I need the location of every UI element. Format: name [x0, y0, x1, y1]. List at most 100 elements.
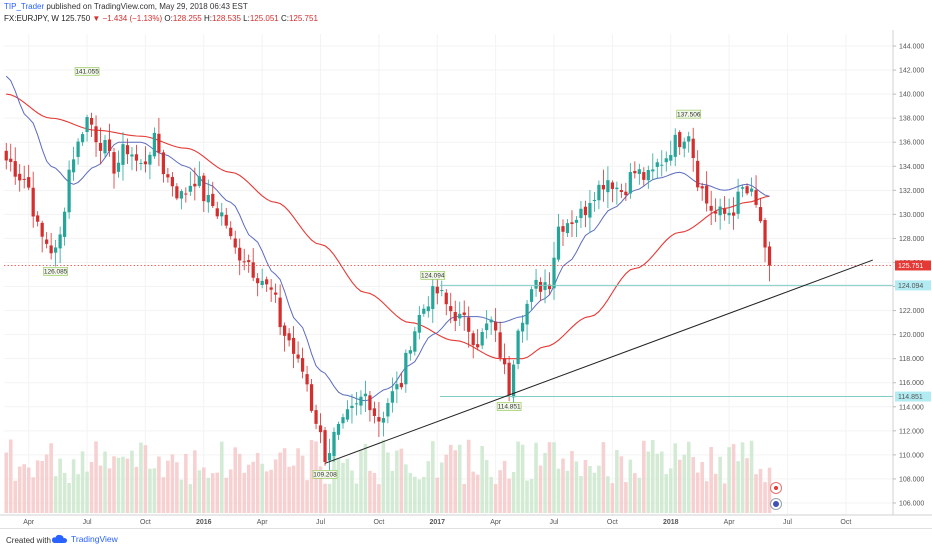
candle-down [453, 312, 457, 321]
candle-up [431, 286, 435, 309]
volume-bar [103, 451, 107, 513]
candle-up [359, 396, 363, 406]
volume-bar [673, 443, 678, 513]
volume-bar [646, 451, 651, 513]
volume-bar [565, 470, 570, 513]
volume-bar [556, 468, 561, 513]
volume-bar [363, 443, 368, 513]
volume-bar [511, 471, 516, 513]
volume-bar [323, 483, 327, 513]
volume-bar [224, 477, 229, 513]
price-axis[interactable]: 106.000 108.000 110.000 112.000 114.000 116.0… [892, 30, 931, 515]
candle-down [193, 183, 197, 187]
x-tick-label: 2018 [663, 519, 679, 526]
extreme-tag [43, 267, 68, 276]
high-value: 128.535 [211, 14, 241, 23]
volume-bar [489, 476, 493, 513]
candle-down [269, 287, 273, 290]
volume-bar [731, 444, 736, 513]
y-tick-label: 110.000 [899, 452, 924, 459]
candle-up [54, 247, 58, 253]
symbol-label: FX:EURJPY, W [4, 14, 59, 23]
candle-up [740, 187, 745, 189]
candle-up [350, 405, 354, 409]
chart-widgets[interactable] [770, 482, 782, 510]
volume-bar [695, 472, 700, 513]
candle-down [700, 186, 704, 189]
candle-up [381, 418, 386, 423]
y-tick-label: 108.000 [899, 476, 924, 483]
volume-bar [758, 468, 763, 513]
candle-up [130, 154, 134, 157]
volume-bar [619, 456, 624, 513]
time-axis[interactable]: Apr Jul Oct 2016 Apr Jul Oct 2017 Apr Jul Oct 2018 A… [0, 514, 932, 526]
volume-bar [466, 439, 471, 513]
candle-up [67, 169, 71, 213]
volume-bar [170, 454, 175, 513]
volume-bar [381, 439, 386, 513]
candle-up [152, 132, 157, 157]
candle-down [274, 292, 278, 295]
volume-bar [628, 459, 633, 513]
candle-up [71, 159, 76, 173]
x-tick-label: 2017 [429, 519, 445, 526]
candle-down [507, 362, 511, 396]
volume-bar [493, 484, 498, 513]
candle-down [278, 297, 282, 328]
volume-bar [682, 454, 687, 513]
candle-down [256, 278, 260, 284]
y-tick-label: 128.000 [899, 236, 924, 243]
author-link[interactable]: TIP_Trader [4, 2, 45, 11]
candle-down [89, 117, 94, 125]
volume-bar [71, 459, 76, 513]
price-chart[interactable]: 141.055 126.085 124.094 114.851 109.208 137.5… [0, 0, 932, 528]
candle-up [386, 403, 390, 417]
volume-bar [547, 442, 552, 513]
candle-down [265, 279, 269, 285]
candle-up [736, 191, 740, 214]
volume-bar [704, 481, 709, 513]
volume-bar [152, 468, 157, 513]
volume-bars [4, 439, 772, 513]
candle-up [345, 409, 350, 420]
volume-bar [650, 439, 655, 513]
candle-up [354, 403, 359, 405]
candle-up [260, 280, 264, 285]
extreme-label: 109.208 [313, 472, 337, 479]
volume-bar [206, 477, 211, 513]
tradingview-logo[interactable]: TradingView [52, 534, 118, 544]
candle-up [440, 290, 444, 292]
volume-bar [457, 444, 462, 513]
volume-bar [615, 450, 619, 513]
chart-header: TIP_Trader published on TradingView.com,… [4, 2, 248, 11]
volume-bar [453, 450, 458, 513]
volume-bar [112, 456, 116, 513]
y-tick-label: 142.000 [899, 68, 924, 75]
volume-bar [359, 449, 363, 513]
candle-down [31, 187, 35, 217]
candle-down [291, 337, 296, 354]
volume-bar [193, 450, 197, 513]
y-tick-label: 130.000 [899, 212, 924, 219]
candlesticks[interactable] [4, 112, 772, 472]
candle-down [435, 286, 439, 294]
volume-bar [736, 461, 740, 513]
volume-bar [763, 482, 767, 513]
volume-bar [700, 462, 704, 513]
alert-icon-dot [774, 486, 778, 490]
candle-up [489, 319, 493, 323]
volume-bar [264, 471, 269, 513]
volume-bar [157, 456, 161, 513]
candle-up [749, 188, 754, 192]
candle-down [476, 344, 480, 348]
volume-bar [309, 440, 314, 513]
candle-up [332, 431, 336, 456]
candle-down [309, 384, 314, 411]
volume-bar [767, 467, 772, 513]
volume-bar [601, 442, 606, 513]
volume-bar [430, 441, 435, 513]
volume-bar [475, 474, 480, 513]
volume-bar [439, 462, 444, 513]
volume-bar [677, 459, 682, 513]
y-tick-label: 140.000 [899, 92, 924, 99]
